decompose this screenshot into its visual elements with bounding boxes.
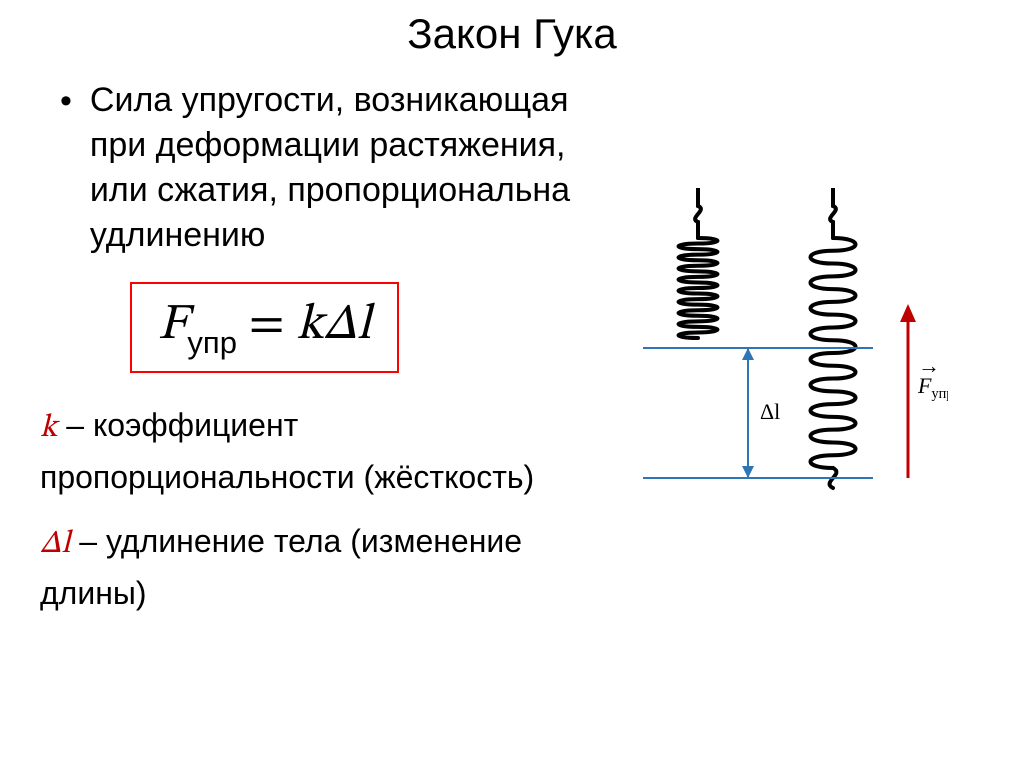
definition-text: Сила упругости, возникающая при деформац…: [90, 78, 588, 258]
left-column: • Сила упругости, возникающая при деформ…: [40, 78, 588, 619]
formula-F: F: [158, 300, 187, 350]
legend-dl-symbol: Δl: [40, 528, 70, 560]
formula-eq: =: [237, 300, 297, 350]
svg-text:Δl: Δl: [760, 399, 780, 424]
right-column: Δl →Fупр: [588, 78, 984, 619]
spring-diagram: Δl →Fупр: [608, 188, 948, 513]
legend-block: k – коэффициент пропорциональности (жёст…: [40, 401, 588, 619]
legend-dl-text: – удлинение тела (изменение длины): [40, 523, 522, 612]
hooke-formula: Fупр = kΔl: [158, 300, 371, 350]
bullet-icon: •: [60, 80, 72, 123]
legend-dl: Δl – удлинение тела (изменение длины): [40, 517, 588, 619]
legend-k-text: – коэффициент пропорциональности (жёстко…: [40, 407, 534, 496]
formula-box: Fупр = kΔl: [130, 282, 399, 373]
legend-k: k – коэффициент пропорциональности (жёст…: [40, 401, 588, 503]
formula-rhs: kΔl: [296, 300, 371, 350]
content-row: • Сила упругости, возникающая при деформ…: [40, 78, 984, 619]
definition-block: • Сила упругости, возникающая при деформ…: [40, 78, 588, 258]
formula-sub: упр: [187, 325, 237, 360]
page-title: Закон Гука: [40, 10, 984, 58]
legend-k-symbol: k: [40, 412, 57, 444]
svg-text:→Fупр: →Fупр: [917, 353, 948, 402]
